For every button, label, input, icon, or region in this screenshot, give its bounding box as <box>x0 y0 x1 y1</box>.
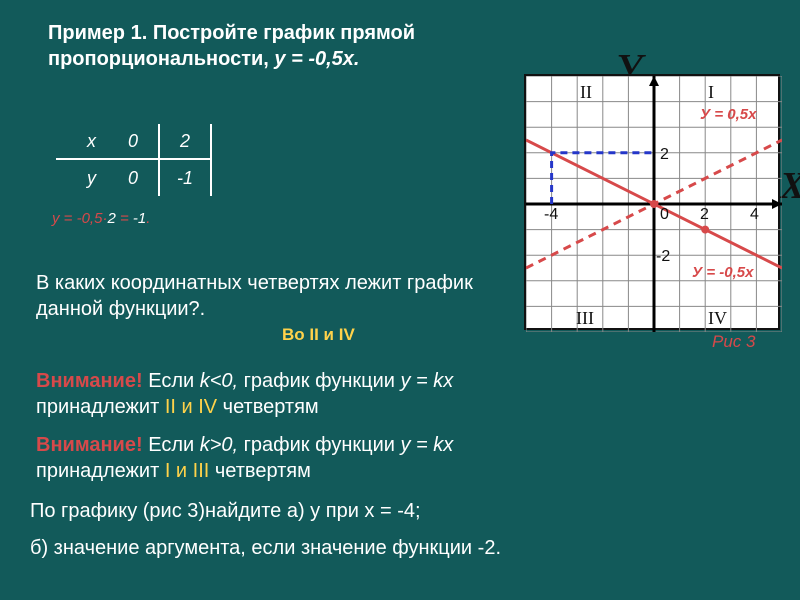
quadrants-ii-iv: II и IV <box>165 396 217 418</box>
txt: Если <box>143 434 200 456</box>
answer-quadrants: Во II и IV <box>282 325 355 345</box>
txt: четвертям <box>209 460 311 482</box>
quadrant-iii: III <box>576 308 594 329</box>
quadrant-iv: IV <box>708 308 727 329</box>
calculation-line: у = -0,5·2 = -1. <box>52 210 150 227</box>
txt: k>0, <box>200 434 238 456</box>
txt: четвертям <box>217 396 319 418</box>
table-cell: -1 <box>160 160 212 196</box>
calc-dot: . <box>146 210 150 227</box>
question-find-y: По графику (рис 3)найдите а) у при х = -… <box>30 500 590 523</box>
table-var-y: у <box>56 160 108 196</box>
txt: принадлежит <box>36 396 165 418</box>
title-equation: у = -0,5х. <box>274 48 359 70</box>
table-cell: 0 <box>108 160 160 196</box>
figure-caption: Рис 3 <box>712 332 755 352</box>
attention-k-positive: Внимание! Если k>0, график функции у = k… <box>36 432 536 484</box>
tick-y-2: 2 <box>660 146 669 164</box>
line-label-positive: У = 0,5х <box>700 106 756 123</box>
question-quadrants: В каких координатных четвертях лежит гра… <box>36 270 496 322</box>
txt: k<0, <box>200 370 238 392</box>
attention-label: Внимание! <box>36 370 143 392</box>
txt: принадлежит <box>36 460 165 482</box>
attention-k-negative: Внимание! Если k<0, график функции у = k… <box>36 368 536 420</box>
txt: график функции <box>238 434 400 456</box>
calc-res: -1 <box>133 210 146 227</box>
table-cell: 2 <box>160 124 212 160</box>
quadrants-i-iii: I и III <box>165 460 210 482</box>
calc-mid: = <box>116 210 133 227</box>
txt: Если <box>143 370 200 392</box>
tick-y-neg2: -2 <box>656 248 670 266</box>
tick-x-4: 4 <box>750 206 759 224</box>
calc-arg: 2 <box>107 210 115 227</box>
value-table: х 0 2 у 0 -1 <box>56 124 212 196</box>
slide-title: Пример 1. Постройте график прямой пропор… <box>48 20 488 72</box>
line-label-negative: У = -0,5х <box>692 264 753 281</box>
quadrant-i: I <box>708 82 714 103</box>
tick-x-2: 2 <box>700 206 709 224</box>
coordinate-chart: I II III IV У = 0,5х У = -0,5х -4 2 4 2 … <box>524 74 780 330</box>
txt: у = kх <box>401 370 454 392</box>
txt: у = kх <box>401 434 454 456</box>
txt: график функции <box>238 370 400 392</box>
table-cell: 0 <box>108 124 160 160</box>
attention-label: Внимание! <box>36 434 143 456</box>
table-var-x: х <box>56 124 108 160</box>
tick-origin: 0 <box>660 206 669 224</box>
title-text: Пример 1. Постройте график прямой пропор… <box>48 22 415 70</box>
question-find-x: б) значение аргумента, если значение фун… <box>30 535 650 561</box>
calc-lhs: у = -0,5· <box>52 210 107 227</box>
x-axis-label: Х <box>780 164 800 208</box>
quadrant-ii: II <box>580 82 592 103</box>
tick-x-neg4: -4 <box>544 206 558 224</box>
